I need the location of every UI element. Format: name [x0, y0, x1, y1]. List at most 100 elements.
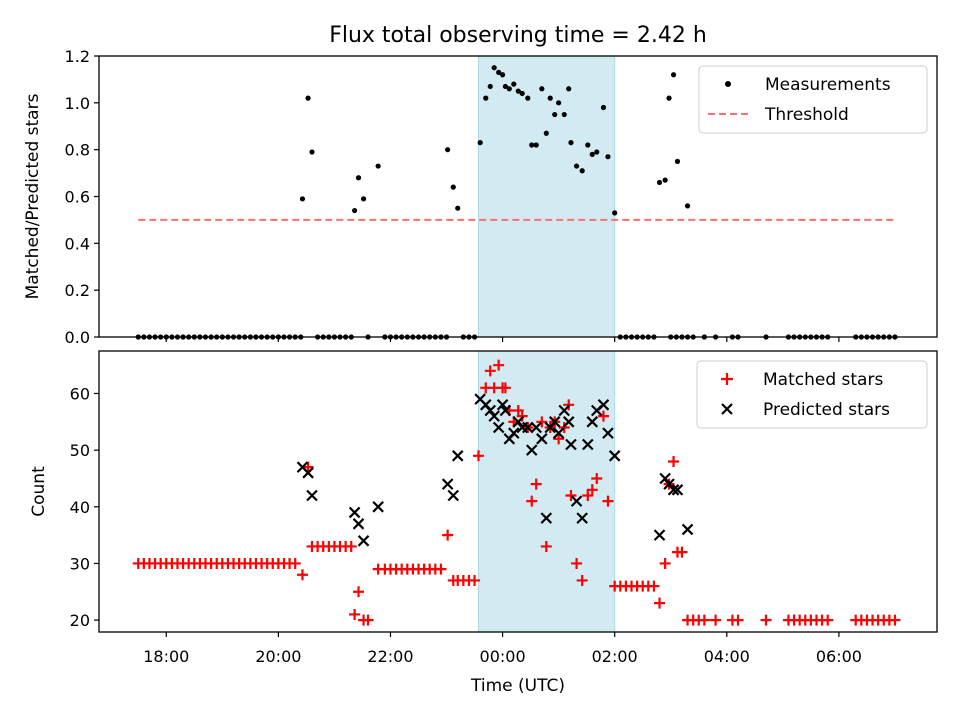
predicted-star-marker	[602, 427, 614, 439]
matched-star-marker	[760, 614, 772, 626]
top-legend-measurements-label: Measurements	[765, 75, 891, 95]
matched-star-marker	[553, 433, 565, 445]
matched-star-marker	[659, 557, 671, 569]
measurement-point	[539, 86, 545, 92]
measurement-point	[487, 83, 493, 90]
bottom-legend-box	[696, 360, 928, 429]
matched-star-marker	[472, 450, 484, 462]
matched-star-marker	[530, 478, 542, 490]
matched-star-marker	[345, 540, 357, 552]
measurement-point	[305, 95, 311, 101]
matched-star-marker	[469, 574, 481, 586]
matched-star-marker	[676, 546, 688, 558]
measurement-point	[511, 81, 517, 87]
matched-star-marker	[499, 382, 511, 394]
predicted-star-marker	[565, 438, 577, 451]
matched-star-marker	[526, 495, 538, 507]
measurement-point	[483, 95, 489, 101]
bottom-xtick-label: 02:00	[592, 647, 638, 666]
predicted-star-marker	[488, 410, 500, 422]
measurement-point	[674, 158, 681, 164]
matched-star-marker	[668, 455, 680, 467]
predicted-star-marker	[357, 535, 370, 547]
matched-star-marker	[571, 557, 583, 569]
measurement-point	[499, 72, 506, 78]
predicted-star-marker	[451, 450, 464, 462]
predicted-star-marker	[512, 416, 525, 428]
predicted-star-marker	[597, 399, 610, 411]
predicted-star-marker	[582, 438, 594, 451]
measurement-point	[455, 205, 461, 211]
matched-star-marker	[558, 421, 570, 433]
top-ytick-label: 0.0	[65, 328, 90, 347]
bottom-xtick-label: 00:00	[480, 647, 526, 666]
matched-star-marker	[710, 614, 722, 626]
predicted-star-marker	[302, 467, 314, 479]
matched-star-marker	[493, 359, 505, 371]
measurement-point	[656, 179, 663, 186]
matched-star-marker	[732, 614, 744, 626]
bottom-panel-frame	[98, 350, 938, 633]
top-legend-box	[698, 65, 928, 134]
matched-star-marker	[597, 410, 609, 422]
measurement-point	[684, 203, 691, 209]
measurement-point	[445, 147, 451, 153]
measurement-point	[600, 104, 607, 111]
predicted-star-marker	[492, 421, 505, 434]
measurement-point	[299, 196, 306, 202]
predicted-star-marker	[608, 450, 621, 462]
predicted-star-marker	[562, 416, 575, 428]
bottom-ytick-label: 40	[70, 498, 90, 517]
matched-star-marker	[442, 529, 454, 541]
measurement-point	[502, 83, 508, 90]
top-legend-threshold-label: Threshold	[764, 105, 849, 125]
matched-star-marker	[576, 574, 588, 586]
bottom-ytick-label: 20	[70, 611, 90, 630]
bottom-x-axis-label: Time (UTC)	[470, 676, 565, 696]
predicted-star-marker	[681, 523, 694, 536]
top-ytick-label: 0.2	[65, 281, 90, 300]
bottom-ytick-label: 30	[70, 554, 90, 573]
predicted-star-marker	[586, 416, 599, 428]
matched-star-marker	[602, 495, 614, 507]
top-legend: Measurements Threshold	[698, 65, 928, 134]
measurement-point	[568, 140, 574, 146]
matched-star-marker	[289, 557, 301, 569]
top-legend-measurement-marker	[725, 81, 731, 87]
predicted-star-marker	[499, 404, 512, 417]
predicted-star-marker	[306, 489, 318, 502]
predicted-star-marker	[667, 484, 680, 496]
predicted-star-marker	[570, 495, 583, 507]
matched-star-marker	[516, 410, 528, 422]
predicted-star-marker	[447, 489, 460, 502]
predicted-star-marker	[536, 433, 548, 445]
predicted-star-marker	[496, 399, 509, 411]
bottom-legend-predicted-label: Predicted stars	[763, 400, 890, 420]
predicted-star-marker	[540, 512, 553, 524]
matched-star-marker	[565, 489, 577, 501]
bottom-legend: Matched stars Predicted stars	[696, 360, 928, 429]
measurement-point	[360, 196, 367, 202]
matched-star-marker	[586, 484, 598, 496]
matched-star-marker	[540, 540, 552, 552]
measurement-point	[450, 184, 456, 190]
predicted-star-marker	[372, 501, 384, 513]
top-ytick-label: 1.0	[65, 94, 90, 113]
bottom-xtick-label: 20:00	[255, 647, 301, 666]
predicted-star-marker	[525, 444, 538, 456]
measurement-point	[594, 149, 600, 155]
predicted-star-marker	[484, 404, 497, 417]
measurement-point	[515, 88, 521, 94]
matched-star-marker	[654, 597, 666, 609]
measurement-point	[662, 177, 668, 183]
measurement-point	[585, 142, 591, 148]
top-ytick-label: 0.8	[65, 141, 90, 160]
measurement-point	[496, 69, 502, 75]
matched-star-marker	[435, 563, 447, 575]
top-highlight-band	[477, 55, 616, 338]
measurement-point	[529, 142, 535, 148]
matched-star-marker	[889, 614, 901, 626]
measurement-point	[552, 111, 558, 118]
predicted-star-marker	[653, 529, 666, 541]
